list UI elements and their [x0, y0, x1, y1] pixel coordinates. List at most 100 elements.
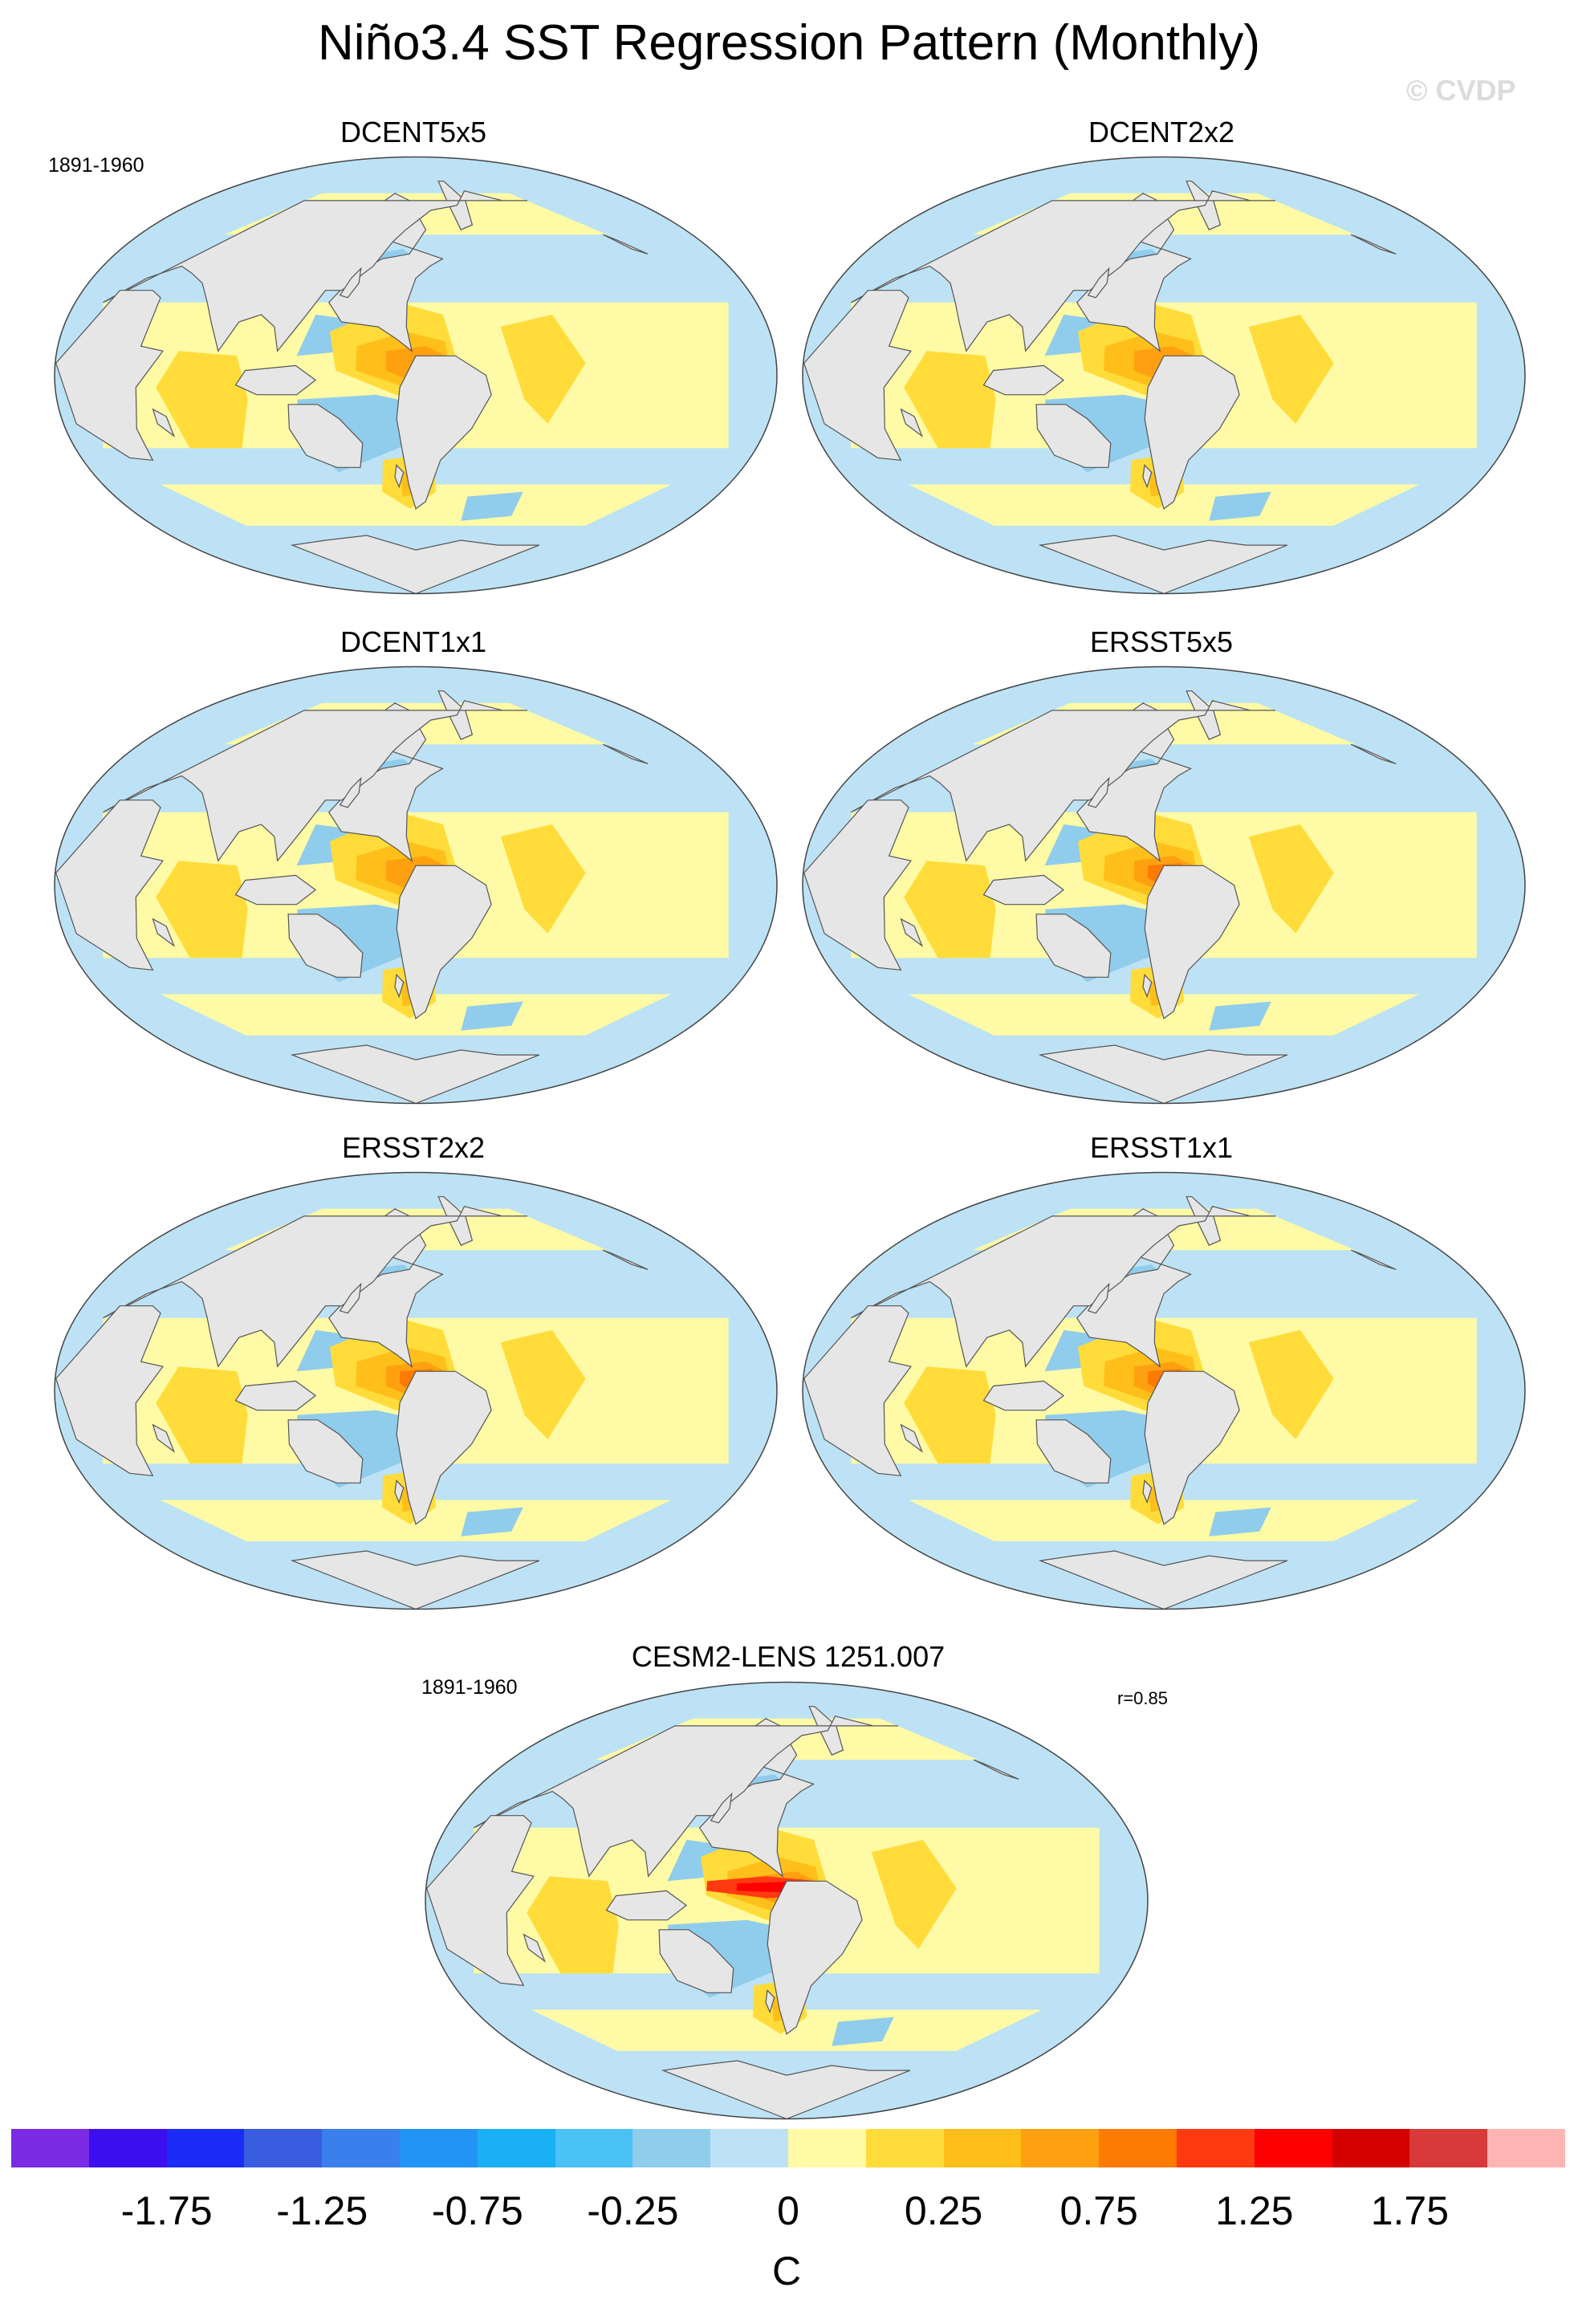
anomaly-atlantic-warm — [1248, 314, 1334, 424]
land-australia — [287, 404, 364, 468]
land-madagascar — [900, 408, 924, 438]
map-dcent2x2 — [802, 156, 1526, 595]
colorbar-swatch — [1409, 2129, 1488, 2167]
land-africa — [803, 290, 912, 462]
colorbar-swatch — [787, 2129, 866, 2167]
land-new-zealand — [1142, 1479, 1153, 1504]
anomaly-atlantic-warm — [500, 824, 586, 934]
land-indonesia — [982, 1380, 1065, 1411]
land-new-zealand — [765, 1988, 775, 2014]
cvdp-watermark: © CVDP — [1406, 74, 1516, 107]
map-ersst1x1 — [802, 1171, 1526, 1610]
land-new-zealand — [394, 463, 405, 489]
colorbar-swatch — [1099, 2129, 1177, 2167]
anomaly-atlantic-warm — [1248, 1329, 1334, 1439]
land-new-zealand — [1142, 973, 1153, 999]
colorbar-swatch — [477, 2129, 555, 2167]
land-south-america — [767, 1880, 863, 2035]
colorbar-tick-label: 0.25 — [904, 2188, 983, 2233]
land-japan — [339, 1282, 362, 1314]
land-eurasia — [851, 700, 1276, 862]
land-uk — [602, 234, 649, 254]
land-antarctica — [1038, 1044, 1288, 1104]
land-australia — [1035, 914, 1112, 978]
colorbar-tick-label: 0 — [777, 2188, 799, 2233]
colorbar-swatch — [1487, 2129, 1565, 2167]
colorbar-swatch — [632, 2129, 711, 2167]
colorbar-swatch — [166, 2129, 245, 2167]
land-indonesia — [234, 874, 317, 906]
figure-title: Niño3.4 SST Regression Pattern (Monthly) — [318, 15, 1260, 71]
land-eurasia — [103, 700, 528, 862]
pattern-correlation: r=0.85 — [1117, 1688, 1168, 1708]
land-eurasia — [103, 190, 528, 352]
land-uk — [602, 1249, 649, 1270]
colorbar-tick-label: 1.75 — [1370, 2188, 1450, 2233]
land-madagascar — [152, 1423, 176, 1453]
land-indonesia — [234, 1380, 317, 1411]
anomaly-atlantic-warm — [500, 1329, 586, 1439]
anomaly-southern-ocean-cold — [461, 1507, 523, 1536]
land-australia — [287, 1419, 364, 1484]
land-japan — [339, 776, 362, 808]
land-antarctica — [661, 2060, 911, 2119]
map-dcent1x1 — [54, 665, 778, 1105]
land-south-america — [1144, 865, 1240, 1020]
colorbar-tick-label: 0.75 — [1059, 2188, 1138, 2233]
land-eurasia — [474, 1716, 899, 1878]
land-australia — [658, 1929, 734, 1993]
land-new-zealand — [1142, 463, 1153, 489]
period-label-top: 1891-1960 — [48, 154, 144, 177]
land-south-america — [396, 1370, 492, 1525]
land-africa — [55, 290, 164, 462]
land-madagascar — [523, 1933, 547, 1963]
land-eurasia — [851, 1206, 1276, 1368]
land-antarctica — [290, 1044, 540, 1104]
anomaly-southern-ocean-cold — [1209, 1507, 1271, 1536]
land-south-america — [1144, 355, 1240, 510]
anomaly-indian-ocean-warm — [904, 351, 996, 449]
land-madagascar — [900, 1423, 924, 1453]
land-south-america — [1144, 1370, 1240, 1525]
anomaly-indian-ocean-warm — [156, 1366, 248, 1464]
land-africa — [803, 800, 912, 971]
panel-title-dcent2x2: DCENT2x2 — [1088, 116, 1235, 149]
map-ersst2x2 — [54, 1171, 778, 1610]
land-japan — [1087, 1282, 1110, 1314]
colorbar-tick-label: -0.75 — [431, 2188, 523, 2233]
panel-title-ersst2x2: ERSST2x2 — [341, 1131, 486, 1164]
anomaly-southern-ocean-cold — [1209, 1001, 1271, 1031]
colorbar-tick-label: 1.25 — [1215, 2188, 1294, 2233]
colorbar — [11, 2129, 1565, 2167]
colorbar-tick-label: -0.25 — [587, 2188, 679, 2233]
land-madagascar — [900, 918, 924, 947]
colorbar-swatch — [88, 2129, 167, 2167]
panel-title-dcent5x5: DCENT5x5 — [340, 116, 487, 149]
anomaly-atlantic-warm — [500, 314, 586, 424]
land-japan — [1087, 776, 1110, 808]
land-indonesia — [234, 364, 317, 396]
anomaly-indian-ocean-warm — [904, 861, 996, 958]
colorbar-swatch — [1254, 2129, 1332, 2167]
land-indonesia — [605, 1890, 688, 1921]
map-outline — [425, 1681, 1149, 2120]
map-outline — [802, 1171, 1526, 1610]
land-antarctica — [290, 535, 540, 594]
map-outline — [54, 156, 778, 595]
colorbar-swatch — [1332, 2129, 1410, 2167]
map-outline — [802, 665, 1526, 1105]
colorbar-swatch — [710, 2129, 788, 2167]
panel-title-cesm2: CESM2-LENS 1251.007 — [631, 1640, 946, 1673]
land-uk — [1350, 1249, 1397, 1270]
map-dcent5x5 — [54, 156, 778, 595]
land-madagascar — [152, 918, 176, 947]
colorbar-swatch — [1021, 2129, 1100, 2167]
land-south-america — [396, 865, 492, 1020]
land-japan — [710, 1792, 733, 1824]
land-uk — [1350, 743, 1397, 764]
colorbar-tick-label: -1.75 — [120, 2188, 213, 2233]
map-outline — [802, 156, 1526, 595]
anomaly-southern-ocean-cold — [1209, 491, 1271, 521]
land-australia — [1035, 404, 1112, 468]
map-outline — [54, 665, 778, 1105]
